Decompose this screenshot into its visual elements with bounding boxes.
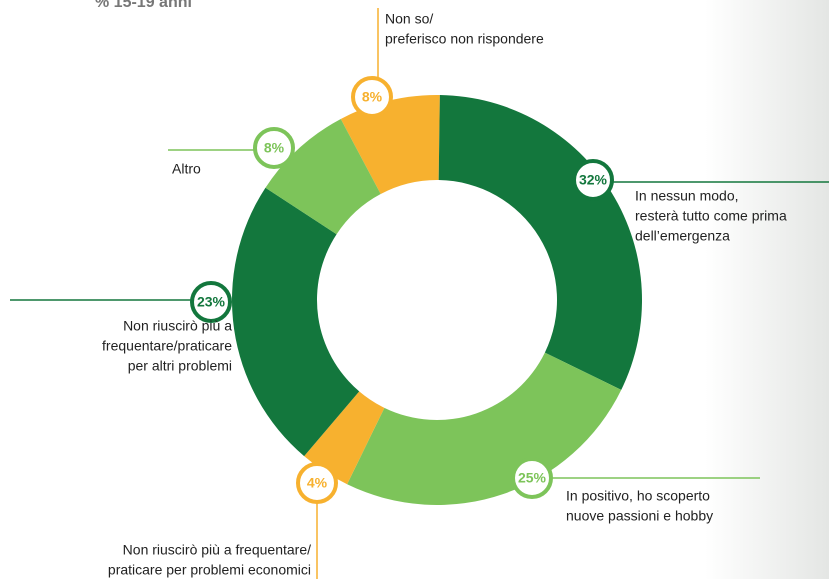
slice-label: Non riuscirò più a <box>123 318 232 334</box>
value-label: 32% <box>579 172 608 188</box>
value-badge <box>296 462 338 504</box>
value-badge <box>253 127 295 169</box>
value-badge <box>351 76 393 118</box>
slice-label: In nessun modo, <box>635 188 739 204</box>
slice-label: frequentare/praticare <box>102 338 232 354</box>
value-label: 4% <box>307 475 328 491</box>
slice-label: Non riuscirò più a frequentare/ <box>123 542 311 558</box>
donut-slice <box>340 95 440 195</box>
slice-label: praticare per problemi economici <box>108 562 311 578</box>
value-badge <box>572 159 614 201</box>
donut-slice <box>347 352 622 505</box>
subtitle: % 15-19 anni <box>95 0 192 11</box>
value-badge <box>511 457 553 499</box>
donut-slice <box>304 391 385 485</box>
slice-label: nuove passioni e hobby <box>566 508 713 524</box>
value-label: 8% <box>362 89 383 105</box>
slice-label: per altri problemi <box>128 358 232 374</box>
value-label: 8% <box>264 140 285 156</box>
value-label: 25% <box>518 470 547 486</box>
slice-label: Non so/ <box>385 11 433 27</box>
slice-label: In positivo, ho scoperto <box>566 488 710 504</box>
value-label: 23% <box>197 294 226 310</box>
slice-label: preferisco non rispondere <box>385 31 544 47</box>
slice-label: Altro <box>172 161 201 177</box>
value-badge <box>190 281 232 323</box>
donut-slice <box>231 187 360 457</box>
slice-label: resterà tutto come prima <box>635 208 787 224</box>
donut-slice <box>265 118 381 235</box>
slice-label: dell’emergenza <box>635 228 730 244</box>
